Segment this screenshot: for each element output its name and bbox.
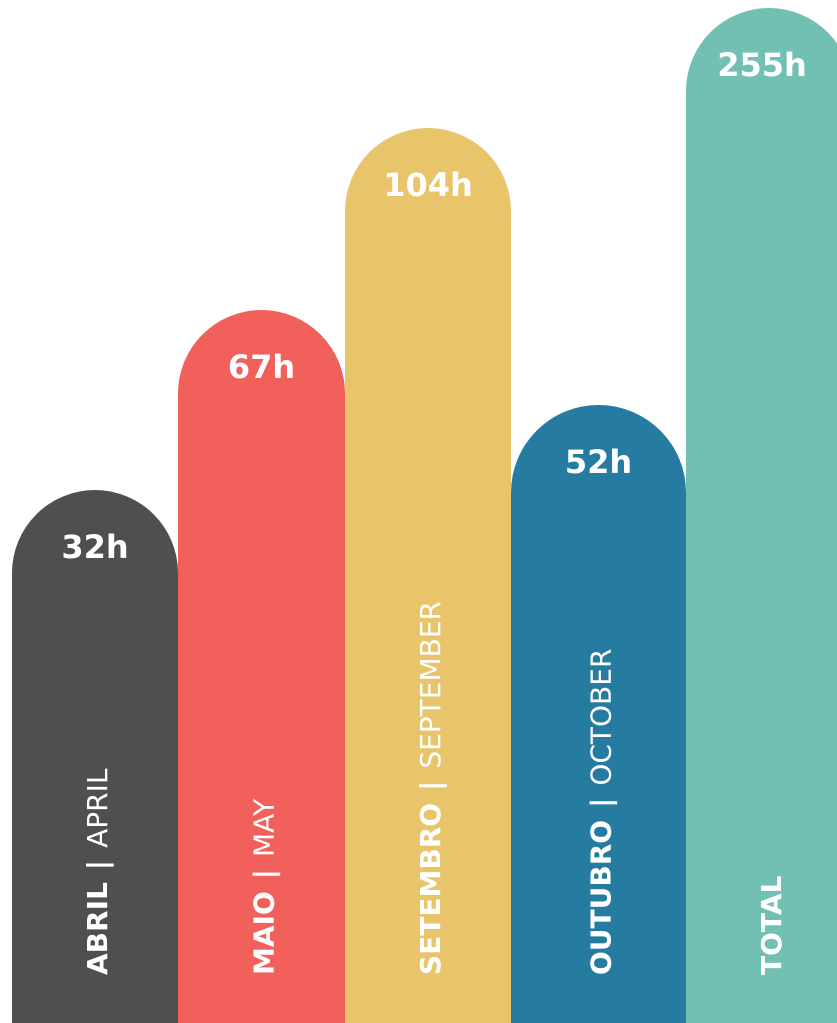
bar <box>178 310 345 1023</box>
label-light: OCTOBER <box>585 649 618 786</box>
month-label: SETEMBRO | SEPTEMBER <box>414 601 447 975</box>
value-label: 255h <box>717 46 807 84</box>
label-separator: | <box>414 781 447 791</box>
label-bold: OUTUBRO <box>585 820 618 975</box>
bar <box>345 128 511 1023</box>
month-label: ABRIL | APRIL <box>81 768 114 975</box>
label-light: APRIL <box>81 768 114 848</box>
month-label: OUTUBRO | OCTOBER <box>585 649 618 975</box>
value-label: 104h <box>383 166 473 204</box>
value-label: 32h <box>61 528 128 566</box>
bar <box>686 8 837 1023</box>
bar <box>511 405 686 1023</box>
value-label: 52h <box>565 443 632 481</box>
label-light: MAY <box>248 798 281 857</box>
label-bold: TOTAL <box>755 876 788 975</box>
month-label: TOTAL <box>755 876 788 975</box>
label-light: SEPTEMBER <box>414 601 447 769</box>
bar <box>12 490 178 1023</box>
month-label: MAIO | MAY <box>248 798 281 975</box>
label-separator: | <box>585 798 618 808</box>
label-separator: | <box>81 860 114 870</box>
label-separator: | <box>248 869 281 879</box>
label-bold: ABRIL <box>81 882 114 975</box>
label-bold: MAIO <box>248 891 281 975</box>
value-label: 67h <box>228 348 295 386</box>
label-bold: SETEMBRO <box>414 803 447 975</box>
